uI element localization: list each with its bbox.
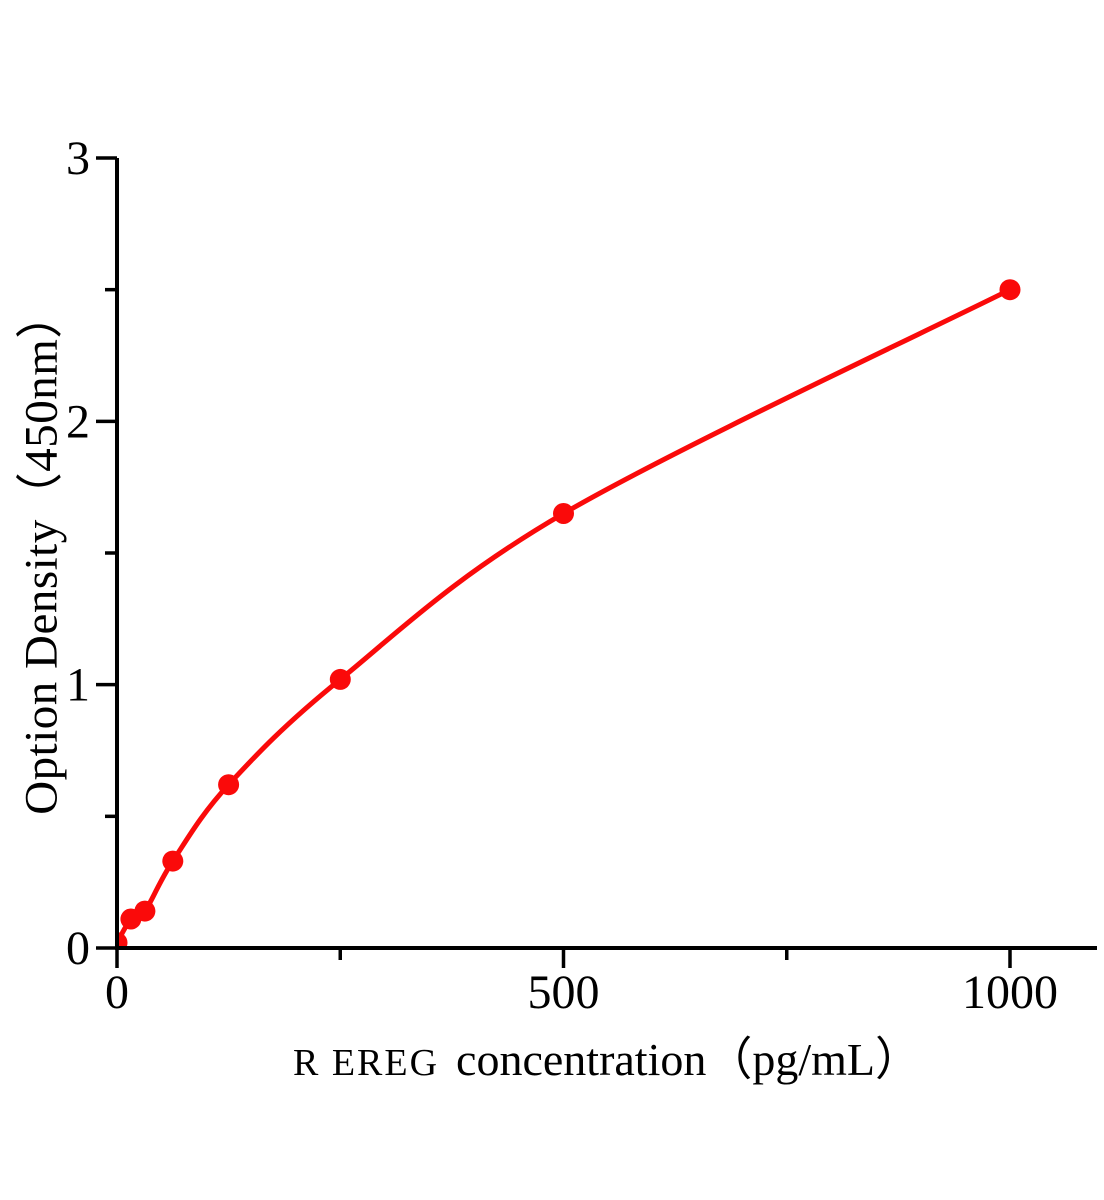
data-point-marker (134, 900, 156, 922)
data-point-marker (329, 668, 351, 690)
x-axis-title: R EREG concentration（pg/mL） (293, 1023, 921, 1089)
data-point-marker (218, 774, 240, 796)
y-tick-label: 2 (66, 395, 90, 448)
x-axis-title-units: concentration（pg/mL） (456, 1034, 922, 1085)
x-tick-label: 1000 (962, 966, 1058, 1019)
y-axis-title: Option Density（450nm） (15, 291, 68, 815)
y-tick-label: 0 (66, 922, 90, 975)
y-tick-label: 3 (66, 132, 90, 185)
data-point-marker (162, 850, 184, 872)
x-axis-title-analyte: R EREG (292, 1042, 440, 1084)
data-point-marker (119, 932, 128, 946)
x-tick-label: 0 (105, 966, 129, 1019)
standard-curve-line (119, 287, 1012, 944)
x-tick-label: 500 (528, 966, 600, 1019)
data-point-marker (553, 503, 574, 524)
data-point-marker (999, 279, 1021, 301)
y-tick-label: 1 (66, 659, 90, 712)
